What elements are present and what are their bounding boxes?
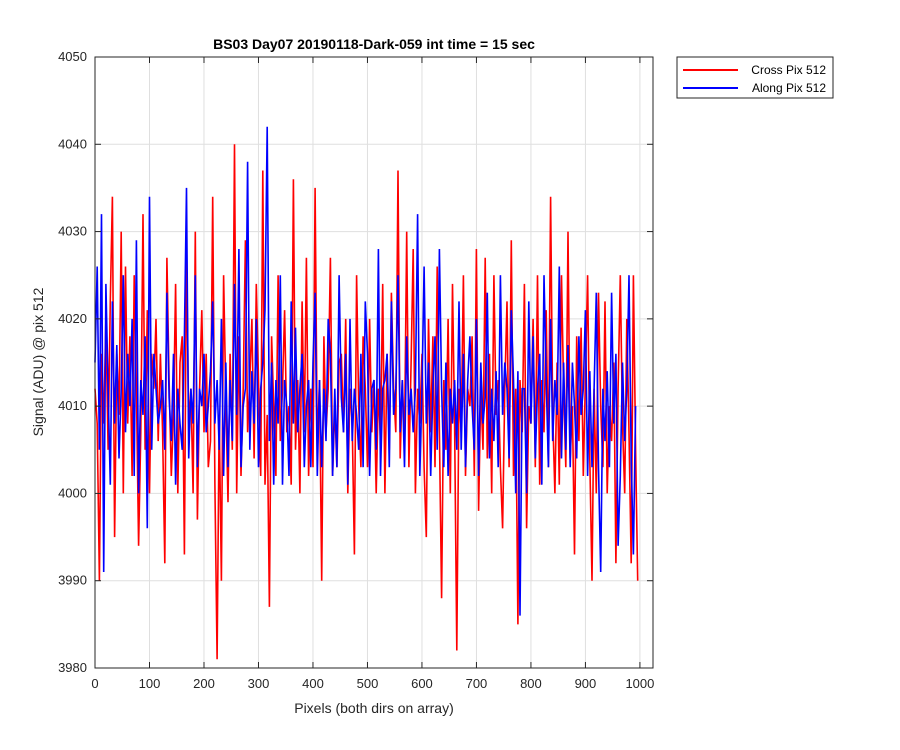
legend-label-cross: Cross Pix 512: [751, 63, 826, 77]
x-tick-label: 1000: [625, 676, 654, 691]
y-tick-label: 4050: [58, 49, 87, 64]
y-tick-label: 4010: [58, 398, 87, 413]
x-tick-label: 300: [248, 676, 270, 691]
legend: Cross Pix 512 Along Pix 512: [676, 56, 834, 99]
y-tick-label: 4000: [58, 485, 87, 500]
chart-title: BS03 Day07 20190118-Dark-059 int time = …: [213, 36, 535, 52]
y-tick-label: 4040: [58, 136, 87, 151]
y-tick-label: 4020: [58, 311, 87, 326]
legend-box: [676, 56, 834, 99]
x-tick-label: 400: [302, 676, 324, 691]
x-axis-label: Pixels (both dirs on array): [294, 700, 454, 716]
series-layer: [94, 126, 639, 660]
y-tick-label: 3990: [58, 573, 87, 588]
y-tick-label: 4030: [58, 224, 87, 239]
plot-area-frame: [94, 56, 654, 669]
x-tick-label: 0: [91, 676, 98, 691]
legend-label-along: Along Pix 512: [752, 81, 826, 95]
x-tick-label: 100: [139, 676, 161, 691]
series-line-cross-pix-512: [94, 144, 639, 660]
x-tick-label: 600: [411, 676, 433, 691]
ticks: 0 100 200 300 400 500 600 700 800 900 1000 3980 3990…: [58, 49, 654, 691]
y-axis-label: Signal (ADU) @ pix 512: [30, 287, 46, 436]
x-tick-label: 200: [193, 676, 215, 691]
x-tick-label: 500: [357, 676, 379, 691]
x-tick-label: 900: [575, 676, 597, 691]
x-tick-label: 700: [466, 676, 488, 691]
x-tick-label: 800: [520, 676, 542, 691]
y-tick-label: 3980: [58, 660, 87, 675]
series-line-along-pix-512: [94, 126, 637, 616]
